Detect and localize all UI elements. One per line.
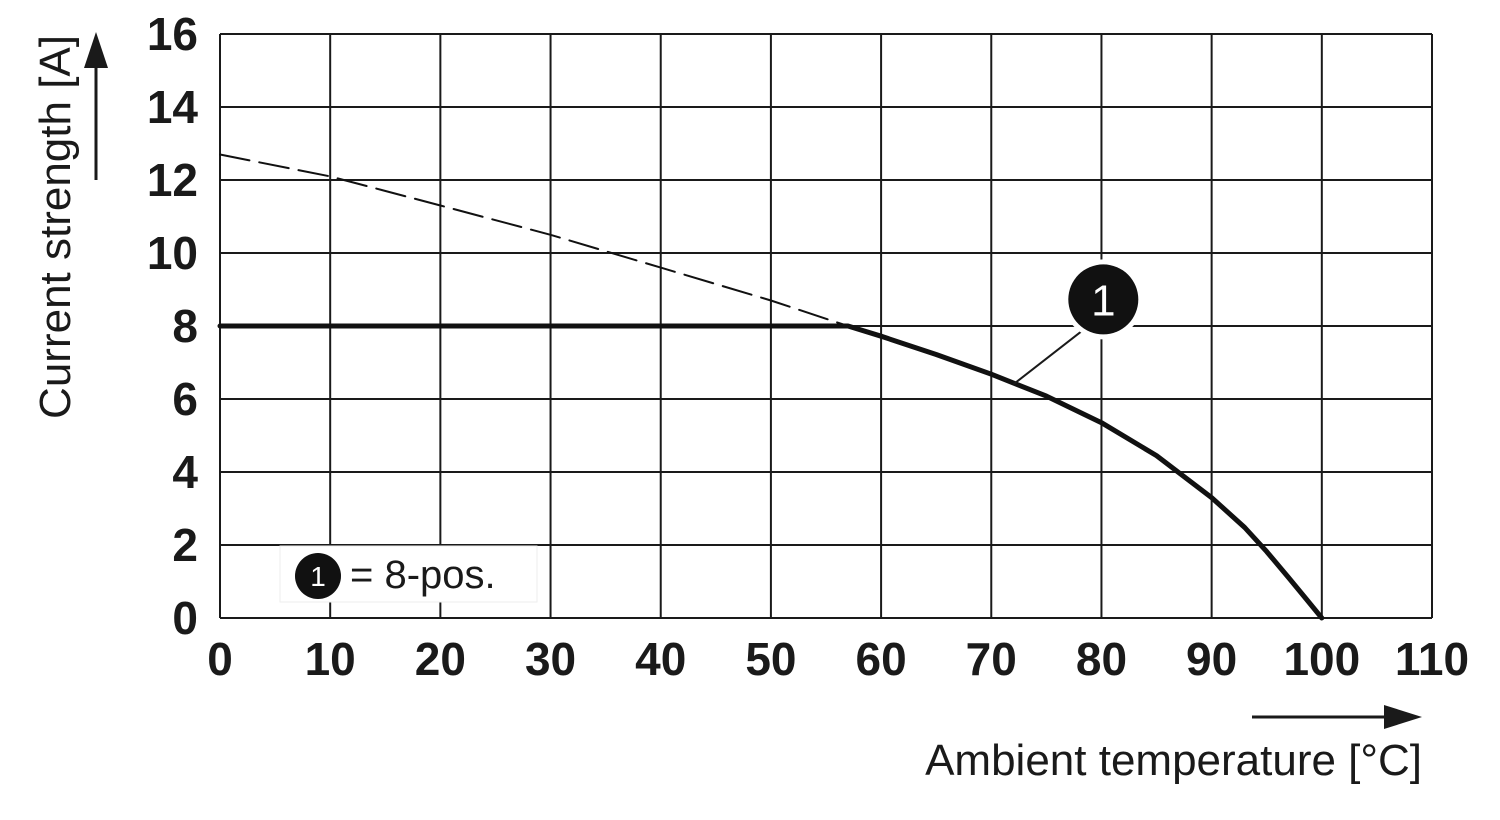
x-tick-label: 30 — [525, 633, 576, 685]
series-line-extrapolated — [219, 153, 849, 327]
x-axis-title: Ambient temperature [°C] — [925, 705, 1422, 785]
x-tick-label: 20 — [415, 633, 466, 685]
x-tick-label: 70 — [966, 633, 1017, 685]
y-tick-label: 6 — [172, 373, 198, 425]
legend-marker — [295, 553, 341, 599]
callout-marker — [1068, 264, 1139, 335]
y-tick-label: 8 — [172, 300, 198, 352]
x-tick-label: 60 — [856, 633, 907, 685]
x-tick-label: 40 — [635, 633, 686, 685]
x-axis-arrow-head — [1384, 705, 1422, 729]
series-line-derating — [217, 323, 1325, 621]
x-tick-label: 100 — [1283, 633, 1360, 685]
chart-ticks: 0 10 20 30 40 50 60 70 80 90 100 110 0 2 4 6 8 10 12 14 16 — [147, 8, 1469, 685]
callout-leader-line — [1012, 330, 1082, 386]
x-tick-label: 90 — [1186, 633, 1237, 685]
chart-series — [217, 153, 1325, 621]
series-callout: 1 — [1012, 259, 1144, 386]
legend-marker-number: 1 — [310, 561, 326, 592]
y-axis-label: Current strength [A] — [31, 35, 80, 419]
x-tick-label: 0 — [207, 633, 233, 685]
y-tick-label: 0 — [172, 592, 198, 644]
y-axis-arrow-head — [84, 32, 108, 68]
y-tick-label: 10 — [147, 227, 198, 279]
x-tick-label: 80 — [1076, 633, 1127, 685]
x-tick-label: 110 — [1395, 633, 1469, 685]
x-tick-label: 50 — [745, 633, 796, 685]
x-axis-label: Ambient temperature [°C] — [925, 736, 1422, 785]
y-tick-label: 12 — [147, 154, 198, 206]
x-tick-label: 10 — [305, 633, 356, 685]
y-tick-label: 2 — [172, 519, 198, 571]
legend-label: = 8-pos. — [350, 553, 496, 597]
y-tick-label: 14 — [147, 81, 199, 133]
y-axis-title: Current strength [A] — [31, 32, 108, 419]
y-tick-label: 16 — [147, 8, 198, 60]
legend: 1 = 8-pos. — [279, 545, 538, 603]
y-tick-label: 4 — [172, 446, 198, 498]
callout-number: 1 — [1091, 276, 1115, 325]
